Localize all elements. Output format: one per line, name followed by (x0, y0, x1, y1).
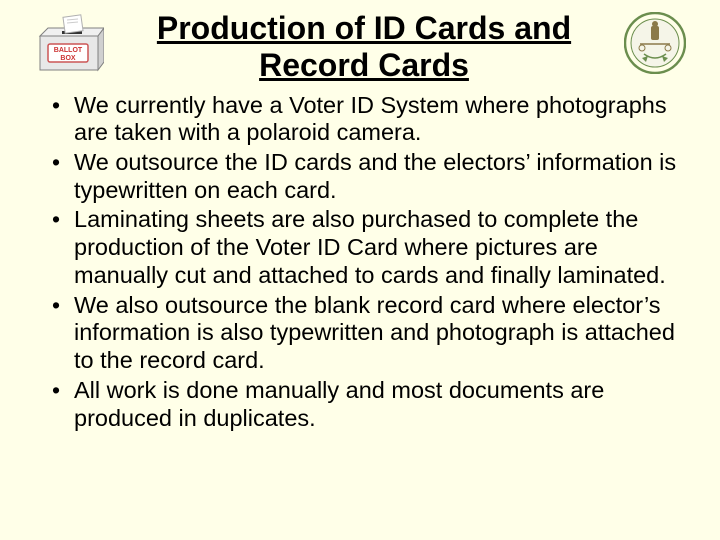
slide-container: BALLOT BOX Production of ID Cards and Re… (0, 0, 720, 540)
bullet-item: We outsource the ID cards and the electo… (56, 149, 686, 204)
svg-text:BOX: BOX (60, 55, 76, 62)
bullet-list: We currently have a Voter ID System wher… (34, 92, 686, 433)
slide-header: BALLOT BOX Production of ID Cards and Re… (34, 10, 686, 84)
ballot-box-icon: BALLOT BOX (34, 14, 104, 72)
svg-text:BALLOT: BALLOT (54, 47, 83, 54)
slide-title: Production of ID Cards and Record Cards (104, 10, 624, 84)
bullet-item: We currently have a Voter ID System wher… (56, 92, 686, 147)
bullet-item: We also outsource the blank record card … (56, 292, 686, 375)
bullet-item: All work is done manually and most docum… (56, 377, 686, 432)
seal-emblem-icon (624, 12, 686, 74)
bullet-item: Laminating sheets are also purchased to … (56, 206, 686, 289)
